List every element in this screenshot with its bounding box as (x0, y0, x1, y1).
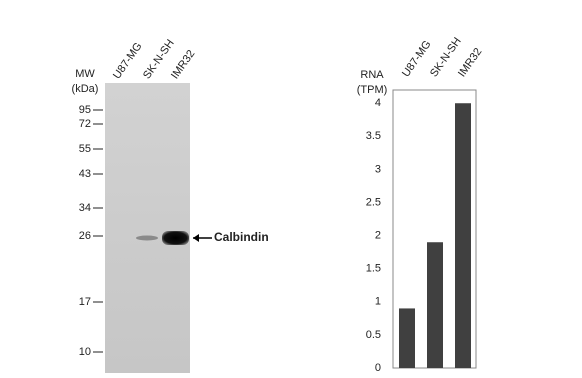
y-tick-label: 0.5 (366, 329, 381, 341)
y-axis-label: RNA (360, 69, 384, 81)
mw-label: 10 (79, 346, 91, 358)
strong-band (162, 231, 189, 245)
lane-label: IMR32 (169, 48, 197, 81)
mw-title: MW (75, 68, 95, 80)
y-tick-label: 2.5 (366, 196, 381, 208)
faint-band (136, 235, 158, 241)
y-tick-label: 1.5 (366, 263, 381, 275)
mw-label: 72 (79, 118, 91, 130)
y-tick-label: 3.5 (366, 130, 381, 142)
y-tick-label: 4 (375, 97, 381, 109)
bar (455, 103, 471, 368)
y-tick-label: 2 (375, 230, 381, 242)
y-axis-label: (TPM) (357, 84, 388, 96)
mw-label: 34 (79, 202, 91, 214)
y-tick-label: 3 (375, 163, 381, 175)
mw-label: 55 (79, 143, 91, 155)
mw-label: 95 (79, 104, 91, 116)
bar (427, 242, 443, 368)
y-tick-label: 0 (375, 362, 381, 374)
mw-label: 43 (79, 168, 91, 180)
lane-label: U87-MG (111, 40, 145, 81)
x-tick-label: IMR32 (456, 46, 484, 79)
mw-label: 17 (79, 296, 91, 308)
blot-membrane (105, 83, 190, 373)
y-tick-label: 1 (375, 296, 381, 308)
mw-unit: (kDa) (72, 83, 99, 95)
band-label: Calbindin (214, 230, 269, 244)
mw-label: 26 (79, 230, 91, 242)
bar (399, 308, 415, 368)
arrow-head (193, 234, 199, 242)
